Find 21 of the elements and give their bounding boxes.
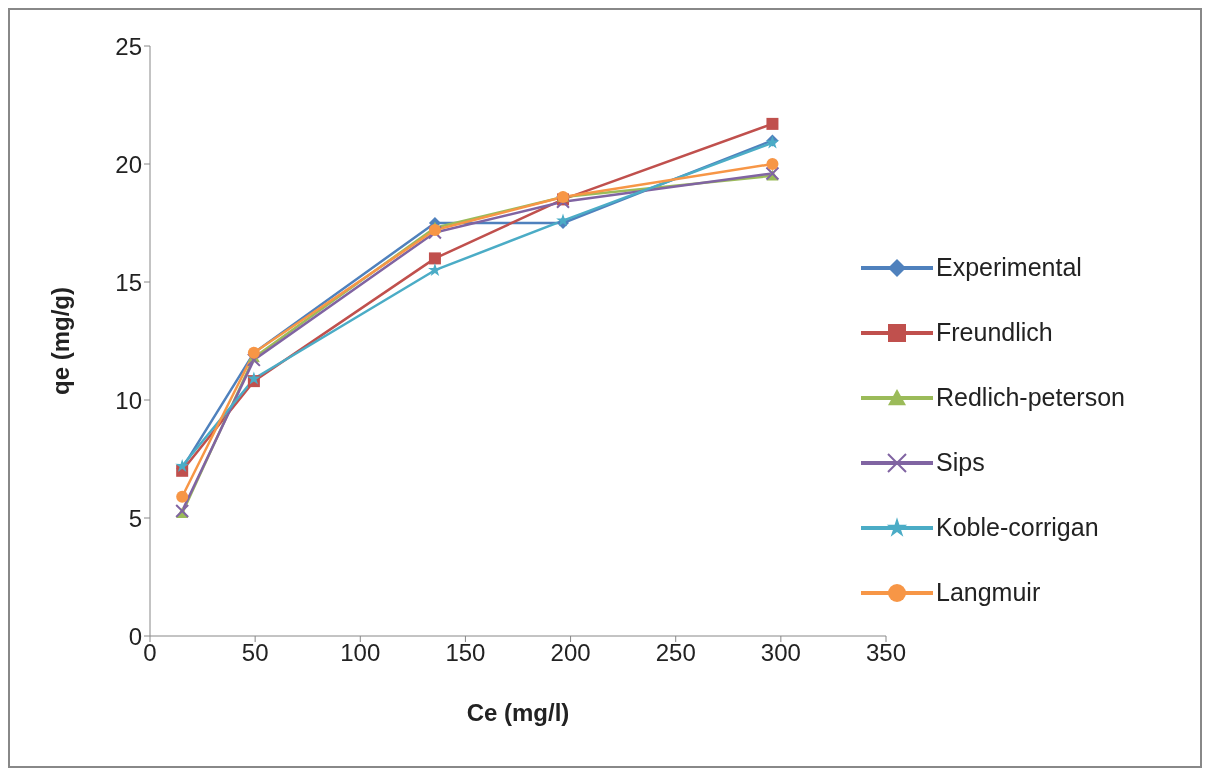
y-axis-title: qe (mg/g)	[46, 287, 74, 395]
legend-label: Koble-corrigan	[936, 513, 1099, 542]
legend-label: Langmuir	[936, 578, 1041, 607]
y-tick-label: 10	[115, 386, 142, 414]
y-tick-label: 5	[128, 504, 142, 532]
x-tick-label: 300	[760, 639, 801, 667]
x-tick-label: 250	[655, 639, 696, 667]
y-tick-label: 25	[115, 32, 142, 60]
legend-label: Sips	[936, 448, 985, 477]
legend-label: Redlich-peterson	[936, 383, 1125, 412]
x-tick-label: 150	[445, 639, 486, 667]
y-tick-label: 0	[128, 622, 142, 650]
x-tick-label: 50	[241, 639, 269, 667]
x-axis-title: Ce (mg/l)	[466, 699, 570, 726]
y-tick-label: 20	[115, 150, 142, 178]
x-tick-label: 200	[550, 639, 591, 667]
legend-label: Experimental	[936, 253, 1082, 282]
x-tick-label: 350	[865, 639, 907, 667]
x-tick-label: 100	[340, 639, 381, 667]
legend-label: Freundlich	[936, 318, 1053, 347]
y-tick-label: 15	[115, 268, 142, 296]
